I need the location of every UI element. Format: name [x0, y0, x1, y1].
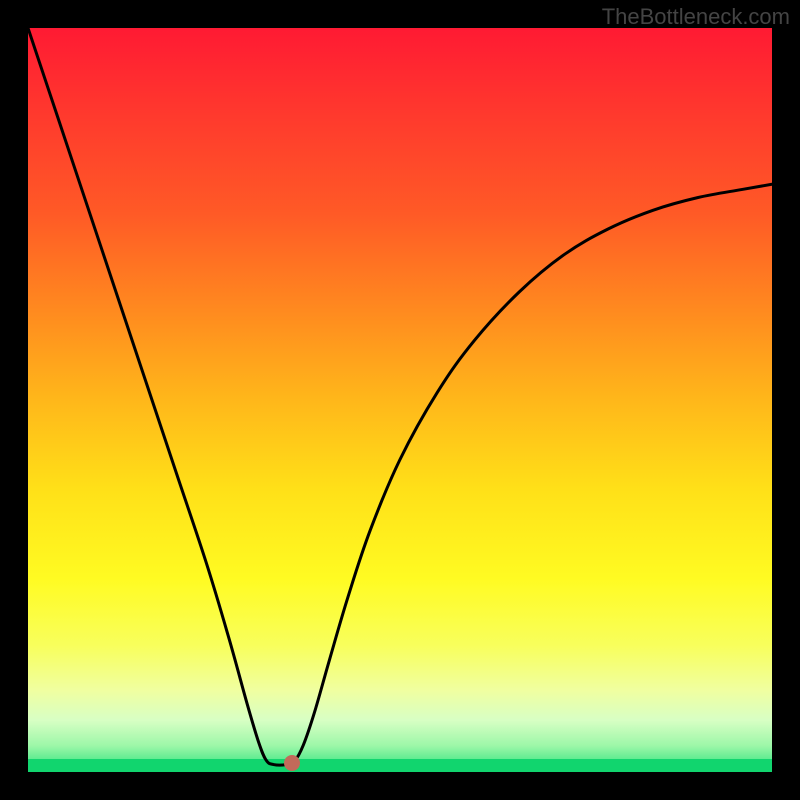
optimum-marker-icon	[284, 755, 300, 771]
watermark-text: TheBottleneck.com	[602, 4, 790, 30]
chart-frame: TheBottleneck.com	[0, 0, 800, 800]
bottleneck-curve	[28, 28, 772, 765]
plot-area	[28, 28, 772, 772]
curve-layer	[28, 28, 772, 772]
